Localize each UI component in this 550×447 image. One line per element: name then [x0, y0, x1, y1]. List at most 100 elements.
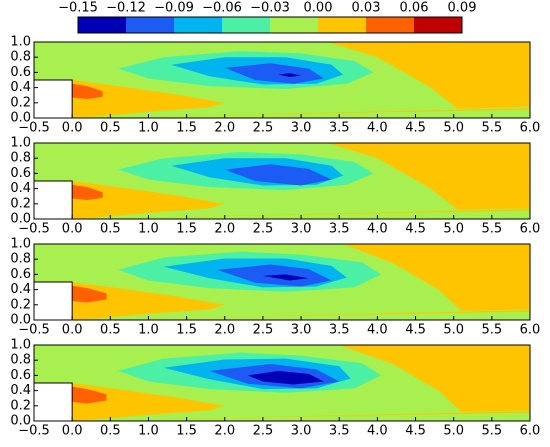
contour-region: [262, 274, 309, 281]
x-tick-label: 1.0: [138, 121, 159, 136]
x-tick-label: 4.5: [405, 222, 426, 237]
x-tick-label: 1.5: [176, 323, 197, 338]
contour-region: [72, 108, 530, 118]
x-tick-label: 2.0: [214, 121, 235, 136]
x-tick-label: 3.5: [329, 222, 350, 237]
y-tick-label: 1.0: [10, 35, 31, 50]
x-tick-label: 3.5: [329, 424, 350, 439]
x-tick-label: 4.0: [367, 424, 388, 439]
y-tick-label: 0.8: [10, 151, 31, 166]
contour-region: [72, 383, 225, 421]
x-tick-label: 4.5: [405, 323, 426, 338]
contour-layer: [34, 143, 530, 219]
y-tick-label: 0.8: [10, 50, 31, 65]
x-tick-label: 3.0: [291, 323, 312, 338]
colorbar-tick-label: −0.09: [154, 1, 194, 16]
y-tick-label: 0.2: [10, 196, 31, 211]
y-tick-label: 0.4: [10, 383, 31, 398]
x-tick-label: 5.5: [482, 222, 503, 237]
x-tick-label: 0.0: [62, 323, 83, 338]
y-tick-label: 0.4: [10, 181, 31, 196]
contour-region: [224, 164, 332, 186]
x-tick-label: 3.5: [329, 323, 350, 338]
x-tick-label: −0.5: [18, 323, 50, 338]
y-tick-label: 1.0: [10, 338, 31, 353]
x-tick-label: 0.0: [62, 222, 83, 237]
colorbar-segment: [222, 17, 270, 33]
contour-region: [72, 181, 225, 219]
colorbar-tick-label: 0.06: [400, 1, 429, 16]
x-tick-label: 0.5: [100, 121, 121, 136]
contour-region: [224, 63, 324, 84]
colorbar-segment: [366, 17, 414, 33]
x-tick-label: 0.5: [100, 323, 121, 338]
colorbar-segment: [318, 17, 366, 33]
y-tick-label: 0.0: [10, 414, 31, 429]
y-tick-label: 1.0: [10, 136, 31, 151]
x-tick-label: 5.0: [443, 323, 464, 338]
panel: −0.5 0.0 0.5 1.0 1.5 2.0 2.5 3.0 3.5 4.0 4.5 5.0 5.5…: [10, 338, 540, 439]
x-tick-label: 5.0: [443, 222, 464, 237]
contour-region: [278, 73, 302, 77]
colorbar-tick-label: −0.12: [106, 1, 146, 16]
step-block: [33, 382, 73, 422]
colorbar-tick-label: 0.03: [352, 1, 381, 16]
x-tick-label: 1.5: [176, 222, 197, 237]
colorbar-segment: [414, 17, 462, 33]
x-tick-label: 2.0: [214, 222, 235, 237]
contour-region: [72, 184, 103, 200]
colorbar-tick-label: −0.06: [202, 1, 242, 16]
contour-region: [72, 386, 107, 404]
y-tick-label: 0.4: [10, 282, 31, 297]
contour-region: [247, 370, 324, 385]
x-tick-label: 4.5: [405, 424, 426, 439]
contour-region: [343, 244, 530, 311]
contour-layer: [34, 345, 530, 421]
x-tick-label: 0.0: [62, 424, 83, 439]
y-tick-label: 0.4: [10, 80, 31, 95]
colorbar-segment: [126, 17, 174, 33]
x-tick-label: 2.0: [214, 424, 235, 439]
contour-layer: [34, 244, 530, 320]
x-tick-label: 5.5: [482, 323, 503, 338]
colorbar-frame: [77, 16, 463, 34]
colorbar-segment: [78, 17, 126, 33]
x-tick-label: 3.0: [291, 222, 312, 237]
x-tick-label: 2.5: [253, 323, 274, 338]
y-tick-label: 0.2: [10, 297, 31, 312]
axes-frame: [33, 41, 531, 119]
contour-region: [72, 83, 103, 99]
x-tick-label: 4.0: [367, 222, 388, 237]
x-tick-label: 1.0: [138, 323, 159, 338]
x-tick-label: 2.5: [253, 424, 274, 439]
panel: −0.5 0.0 0.5 1.0 1.5 2.0 2.5 3.0 3.5 4.0 4.5 5.0 5.5…: [10, 136, 540, 237]
x-tick-label: 4.5: [405, 121, 426, 136]
y-tick-label: 0.6: [10, 368, 31, 383]
panel: −0.5 0.0 0.5 1.0 1.5 2.0 2.5 3.0 3.5 4.0 4.5 5.0 5.5…: [10, 35, 540, 136]
y-tick-label: 1.0: [10, 237, 31, 252]
x-tick-label: 0.0: [62, 121, 83, 136]
y-tick-label: 0.6: [10, 166, 31, 181]
x-tick-label: 6.0: [520, 323, 541, 338]
x-tick-label: 2.5: [253, 121, 274, 136]
y-tick-label: 0.0: [10, 111, 31, 126]
y-tick-label: 0.6: [10, 267, 31, 282]
step-block: [33, 281, 73, 321]
y-tick-label: 0.8: [10, 353, 31, 368]
x-tick-label: 1.0: [138, 424, 159, 439]
step-block: [33, 79, 73, 119]
y-tick-label: 0.8: [10, 252, 31, 267]
x-tick-label: 5.5: [482, 424, 503, 439]
x-tick-label: −0.5: [18, 121, 50, 136]
axes-frame: [33, 344, 531, 422]
x-tick-label: 2.5: [253, 222, 274, 237]
colorbar-tick-label: −0.03: [250, 1, 290, 16]
y-tick-label: 0.0: [10, 313, 31, 328]
colorbar-segment: [174, 17, 222, 33]
x-tick-label: 2.0: [214, 323, 235, 338]
x-tick-label: 4.0: [367, 121, 388, 136]
y-tick-label: 0.6: [10, 65, 31, 80]
x-tick-label: 3.5: [329, 121, 350, 136]
x-tick-label: 5.0: [443, 121, 464, 136]
colorbar-tick-label: 0.00: [304, 1, 333, 16]
